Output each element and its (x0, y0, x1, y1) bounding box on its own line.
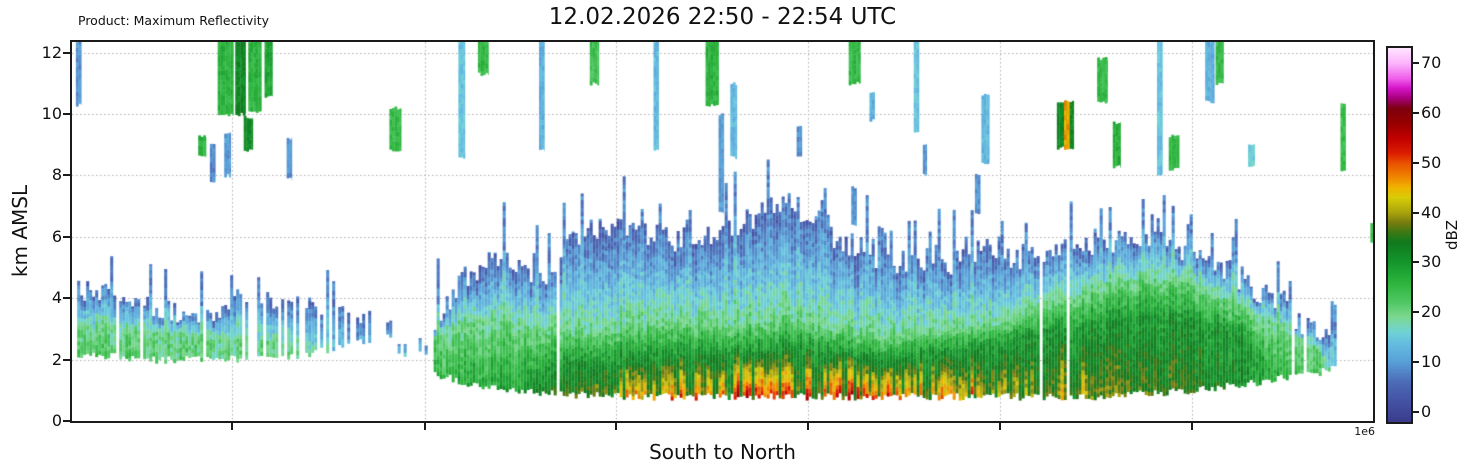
colorbar-tick-mark (1413, 361, 1419, 364)
x-tick-mark (423, 423, 426, 430)
colorbar-tick-label: 40 (1421, 202, 1442, 222)
x-tick-mark (614, 423, 617, 430)
y-tick-mark (63, 174, 70, 177)
reflectivity-heatmap-canvas (72, 42, 1373, 421)
plot-area (70, 40, 1375, 423)
y-tick-label: 6 (51, 226, 62, 246)
y-tick-label: 4 (51, 288, 62, 308)
y-tick-mark (63, 113, 70, 116)
y-tick-mark (63, 235, 70, 238)
colorbar (1386, 46, 1413, 424)
colorbar-tick-label: 60 (1421, 102, 1442, 122)
colorbar-label: dBZ (1443, 219, 1461, 251)
x-tick-mark (807, 423, 810, 430)
product-label: Product: Maximum Reflectivity (78, 13, 270, 28)
colorbar-tick-mark (1413, 411, 1419, 414)
x-tick-mark (1191, 423, 1194, 430)
colorbar-tick-label: 20 (1421, 302, 1442, 322)
colorbar-tick-label: 50 (1421, 152, 1442, 172)
chart-title: 12.02.2026 22:50 - 22:54 UTC (548, 4, 897, 30)
colorbar-tick-mark (1413, 211, 1419, 214)
y-tick-mark (63, 358, 70, 361)
x-axis-offset-label: 1e6 (1354, 425, 1375, 438)
y-tick-label: 0 (51, 411, 62, 430)
y-tick-mark (63, 51, 70, 54)
colorbar-tick-label: 10 (1421, 352, 1442, 372)
x-axis-label: South to North (649, 440, 796, 464)
colorbar-tick-label: 0 (1421, 402, 1432, 422)
x-tick-mark (998, 423, 1001, 430)
x-tick-mark (231, 423, 234, 430)
y-tick-label: 2 (51, 349, 62, 369)
y-tick-label: 8 (51, 165, 62, 185)
colorbar-tick-mark (1413, 111, 1419, 114)
colorbar-tick-label: 70 (1421, 52, 1442, 72)
y-tick-label: 10 (41, 104, 62, 124)
y-tick-mark (63, 420, 70, 422)
colorbar-tick-mark (1413, 261, 1419, 264)
colorbar-tick-label: 30 (1421, 252, 1442, 272)
colorbar-tick-mark (1413, 161, 1419, 164)
colorbar-tick-mark (1413, 61, 1419, 64)
y-tick-mark (63, 297, 70, 300)
y-tick-label: 12 (41, 42, 62, 62)
colorbar-gradient-canvas (1388, 48, 1411, 422)
colorbar-tick-mark (1413, 311, 1419, 314)
